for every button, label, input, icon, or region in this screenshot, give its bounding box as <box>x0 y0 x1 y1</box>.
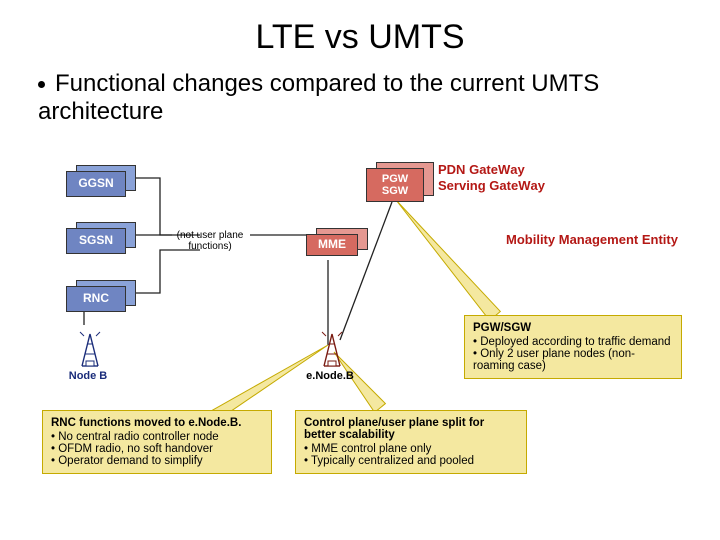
callout-control-plane: Control plane/user plane split for bette… <box>295 410 527 474</box>
label-serving-gateway: Serving GateWay <box>438 178 545 193</box>
callout-item: Typically centralized and pooled <box>304 455 518 467</box>
node-ggsn: GGSN <box>66 165 136 201</box>
label-mobility-management-entity: Mobility Management Entity <box>506 232 678 247</box>
callout-item: MME control plane only <box>304 443 518 455</box>
callout-item: Deployed according to traffic demand <box>473 336 673 348</box>
callout-cp-title: Control plane/user plane split for bette… <box>304 417 518 441</box>
node-ggsn-label: GGSN <box>78 177 113 190</box>
callout-pgw-title: PGW/SGW <box>473 322 673 334</box>
bullet-line: Functional changes compared to the curre… <box>38 70 678 126</box>
node-pgw-sgw: PGW SGW <box>366 162 434 206</box>
caption-enodeb: e.Node.B <box>300 370 360 382</box>
page-title: LTE vs UMTS <box>0 18 720 57</box>
tower-enodeb <box>320 328 344 373</box>
node-rnc: RNC <box>66 280 136 316</box>
node-mme-label: MME <box>318 238 346 251</box>
callout-pgw-sgw: PGW/SGW Deployed according to traffic de… <box>464 315 682 379</box>
callout-pgw-list: Deployed according to traffic demandOnly… <box>473 336 673 372</box>
node-pgw-label2: SGW <box>382 185 408 197</box>
node-rnc-label: RNC <box>83 292 109 305</box>
callout-item: Only 2 user plane nodes (non-roaming cas… <box>473 348 673 372</box>
callout-cp-list: MME control plane onlyTypically centrali… <box>304 443 518 467</box>
callout-item: Operator demand to simplify <box>51 455 263 467</box>
callout-rnc: RNC functions moved to e.Node.B. No cent… <box>42 410 272 474</box>
node-mme: MME <box>306 228 368 260</box>
callout-rnc-title: RNC functions moved to e.Node.B. <box>51 417 263 429</box>
node-sgsn: SGSN <box>66 222 136 258</box>
callout-rnc-list: No central radio controller nodeOFDM rad… <box>51 431 263 467</box>
callout-item: No central radio controller node <box>51 431 263 443</box>
tower-node-b <box>78 328 102 373</box>
caption-node-b: Node B <box>58 370 118 382</box>
bullet-dot <box>38 81 45 88</box>
node-sgsn-label: SGSN <box>79 234 113 247</box>
callout-item: OFDM radio, no soft handover <box>51 443 263 455</box>
node-pgw-label1: PGW <box>382 173 408 185</box>
caption-not-user-plane: (not user plane functions) <box>168 230 252 252</box>
bullet-text: Functional changes compared to the curre… <box>38 70 599 125</box>
label-pdn-gateway: PDN GateWay <box>438 162 525 177</box>
